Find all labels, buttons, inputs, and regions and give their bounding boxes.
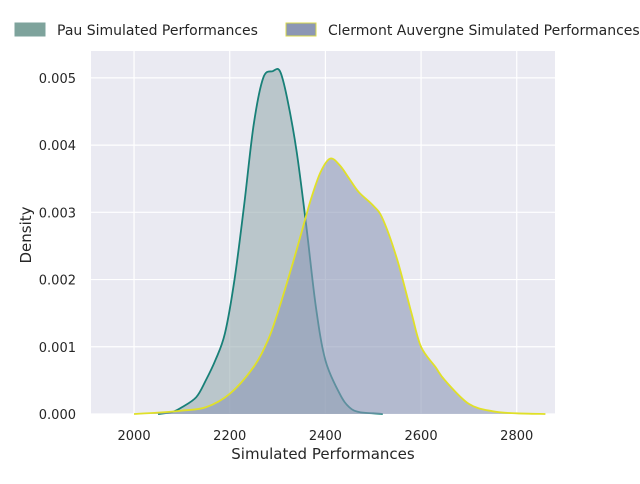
density-area-pau xyxy=(157,68,383,414)
x-axis-ticks: 2000 2200 2400 2600 2800 xyxy=(118,429,534,444)
y-tick-label-0.005: 0.005 xyxy=(39,72,76,87)
density-series xyxy=(134,68,546,415)
y-tick-label-0.003: 0.003 xyxy=(39,206,76,221)
x-tick-label-2200: 2200 xyxy=(213,429,246,444)
y-tick-label-0.000: 0.000 xyxy=(39,408,76,423)
y-tick-label-0.002: 0.002 xyxy=(39,274,76,289)
legend-swatch-clermont xyxy=(285,22,317,37)
legend-swatch-pau xyxy=(14,22,46,37)
y-axis-ticks: 0.000 0.001 0.002 0.003 0.004 0.005 xyxy=(39,72,76,423)
y-tick-label-0.001: 0.001 xyxy=(39,341,76,356)
x-tick-label-2800: 2800 xyxy=(500,429,533,444)
legend-label-clermont: Clermont Auvergne Simulated Performances xyxy=(328,23,640,39)
density-line-clermont xyxy=(134,157,546,415)
y-axis-label: Density xyxy=(17,206,35,263)
x-axis-label: Simulated Performances xyxy=(231,445,415,463)
legend: Pau Simulated Performances Clermont Auve… xyxy=(14,22,640,39)
y-tick-label-0.004: 0.004 xyxy=(39,139,76,154)
x-tick-label-2000: 2000 xyxy=(118,429,151,444)
x-tick-label-2600: 2600 xyxy=(405,429,438,444)
density-area-clermont xyxy=(134,158,546,414)
legend-label-pau: Pau Simulated Performances xyxy=(57,23,258,39)
x-tick-label-2400: 2400 xyxy=(309,429,342,444)
